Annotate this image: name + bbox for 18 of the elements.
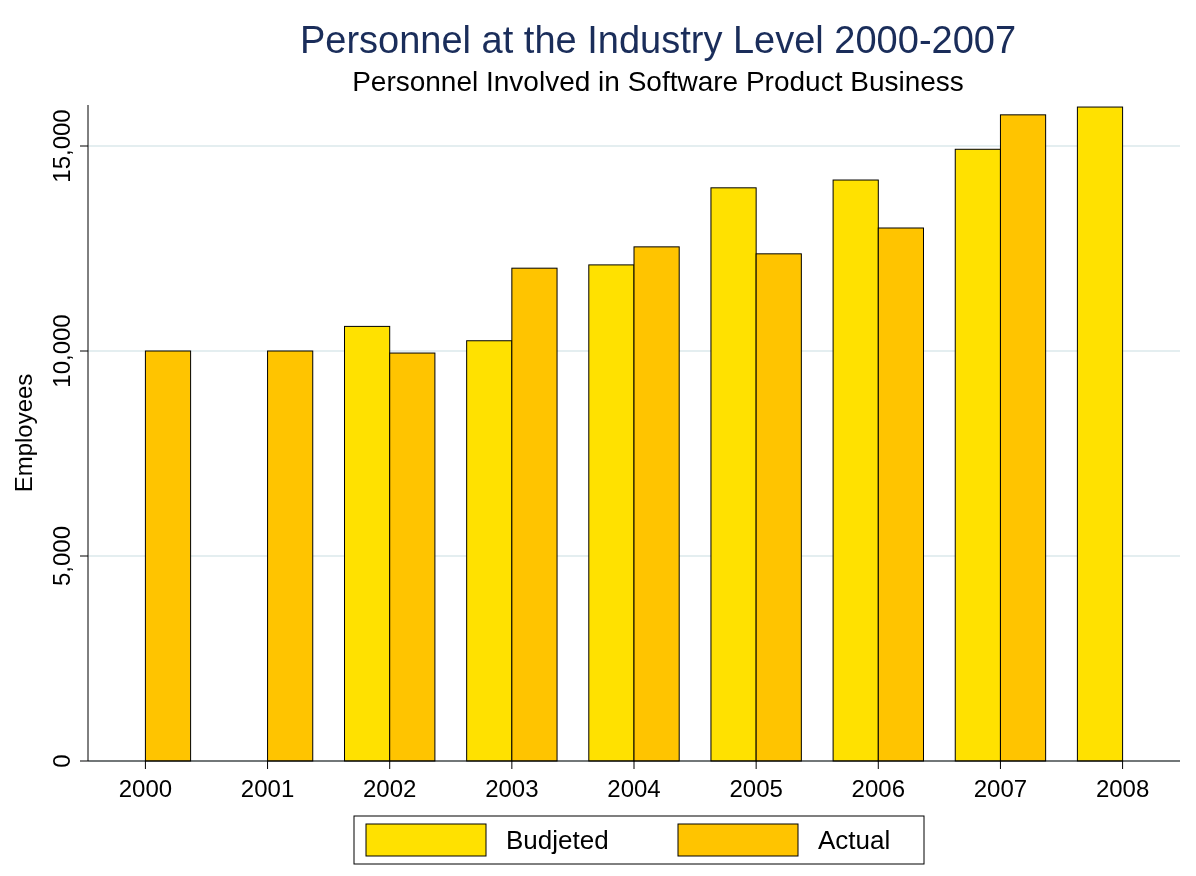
legend-label: Actual — [818, 825, 891, 855]
x-tick-label: 2000 — [118, 775, 173, 802]
chart-subtitle: Personnel Involved in Software Product Business — [352, 66, 964, 97]
x-tick-label: 2001 — [240, 775, 295, 802]
x-tick-label: 2003 — [485, 775, 539, 802]
y-tick-label: 15,000 — [48, 109, 75, 183]
x-tick-label: 2005 — [729, 775, 783, 802]
y-tick-label: 0 — [48, 754, 75, 768]
y-tick-label: 5,000 — [48, 525, 75, 587]
y-axis-title: Employees — [10, 373, 37, 493]
x-tick-label: 2008 — [1095, 775, 1150, 802]
chart-title: Personnel at the Industry Level 2000-2007 — [299, 19, 1017, 61]
legend-label: Budjeted — [506, 825, 609, 855]
y-tick-label: 10,000 — [48, 314, 75, 388]
x-tick-label: 2004 — [607, 775, 661, 802]
x-tick-label: 2007 — [973, 775, 1028, 802]
x-tick-label: 2006 — [851, 775, 905, 802]
x-tick-label: 2002 — [363, 775, 417, 802]
